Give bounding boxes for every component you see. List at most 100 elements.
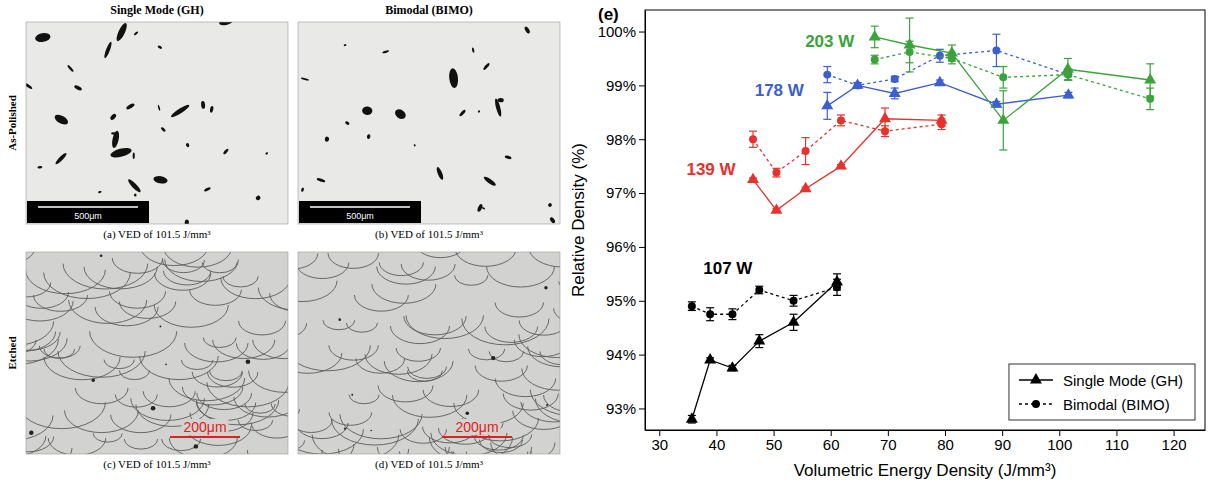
error-bar: [992, 34, 1000, 66]
error-bar: [772, 168, 780, 177]
pore: [382, 50, 389, 54]
data-point: [688, 302, 696, 310]
melt-pool-boundary: [346, 323, 377, 332]
data-point: [1144, 73, 1156, 83]
error-bar: [802, 138, 810, 165]
data-point: [854, 81, 862, 89]
pore: [459, 109, 467, 117]
error-bar-cap: [992, 34, 1000, 35]
melt-pool-boundary: [354, 295, 408, 311]
melt-pool-boundary: [365, 354, 432, 374]
pore: [29, 430, 33, 434]
melt-pool-boundary: [298, 345, 370, 371]
melt-pool-boundary: [298, 254, 318, 270]
panel-caption: (b) VED of 101.5 J/mm³: [375, 228, 484, 241]
melt-pool-boundary: [392, 395, 466, 417]
error-bar-cap: [999, 87, 1007, 88]
error-bar-cap: [1064, 69, 1072, 70]
melt-pool-boundary: [514, 340, 560, 357]
melt-pool-boundary: [485, 327, 538, 343]
error-bar: [1064, 58, 1072, 80]
error-bar-cap: [790, 330, 798, 331]
error-bar: [749, 131, 757, 147]
data-point: [704, 353, 716, 363]
x-tick-label: 120: [1162, 436, 1187, 453]
data-point: [772, 169, 780, 177]
melt-pool-boundary: [462, 319, 549, 345]
x-tick-label: 30: [651, 436, 668, 453]
pore: [53, 113, 70, 127]
pore: [157, 45, 162, 50]
data-point: [837, 116, 845, 124]
melt-pool-boundary: [44, 273, 131, 299]
pore: [351, 394, 353, 396]
column-head: Single Mode (GH): [110, 3, 203, 17]
pore: [483, 175, 497, 187]
melt-pool-boundary: [26, 340, 36, 354]
pore: [185, 143, 190, 148]
pore: [34, 32, 51, 43]
figure: Single Mode (GH)Bimodal (BIMO)As-Polishe…: [0, 0, 1217, 487]
melt-pool-boundary: [377, 447, 449, 454]
micrograph-frame: [298, 22, 560, 224]
error-bar: [706, 308, 714, 321]
melt-pool-boundary: [90, 331, 177, 357]
pore: [201, 101, 206, 109]
x-tick-label: 60: [823, 436, 840, 453]
melt-pool-boundary: [298, 353, 342, 373]
data-point: [999, 73, 1007, 81]
pore: [301, 187, 305, 192]
pore: [219, 22, 233, 26]
melt-pool-boundary: [377, 267, 436, 285]
data-point: [706, 310, 714, 318]
y-axis-title: Relative Density (%): [569, 143, 588, 297]
melt-pool-boundary: [522, 368, 560, 390]
error-bar-cap: [948, 44, 956, 45]
data-point: [938, 120, 946, 128]
scale-bar-label: 200μm: [183, 419, 226, 435]
melt-pool-boundary: [455, 252, 516, 266]
pore: [491, 356, 495, 360]
series-line: [692, 282, 837, 419]
error-bar-cap: [906, 41, 914, 42]
error-bar-cap: [706, 307, 714, 308]
pore: [546, 404, 548, 406]
melt-pool-boundary: [203, 338, 236, 348]
melt-pool-boundary: [165, 259, 239, 281]
pore: [483, 62, 491, 70]
melt-pool-boundary: [163, 252, 231, 267]
error-bar-cap: [999, 90, 1007, 91]
y-tick: 96%: [606, 238, 645, 255]
error-bar-cap: [1064, 69, 1072, 70]
micrograph-ground: [26, 252, 288, 454]
error-bar-cap: [881, 107, 889, 108]
melt-pool-boundary: [163, 260, 205, 273]
melt-pool-boundary: [84, 267, 157, 289]
melt-pool-boundary: [223, 276, 258, 287]
pore: [448, 68, 459, 89]
melt-pool-boundary: [124, 439, 157, 449]
melt-pool-boundary: [372, 284, 436, 303]
series-line: [827, 83, 1068, 106]
pore: [134, 193, 137, 196]
error-bar: [1146, 88, 1154, 110]
melt-pool-boundary: [258, 288, 288, 310]
y-tick-mark: [639, 408, 645, 409]
data-point: [755, 286, 763, 294]
error-bar: [938, 119, 946, 130]
melt-pool-boundary: [169, 378, 245, 401]
error-bar: [728, 309, 736, 320]
pore: [547, 202, 552, 207]
melt-pool-boundary: [39, 346, 80, 358]
pore: [98, 191, 102, 194]
pore: [92, 379, 95, 382]
data-point: [823, 71, 831, 79]
x-tick-label: 70: [880, 436, 897, 453]
pore: [435, 166, 444, 180]
error-bar-cap: [999, 149, 1007, 150]
melt-pool-boundary: [245, 404, 275, 413]
error-bar-cap: [871, 26, 879, 27]
melt-pool-boundary: [455, 275, 488, 285]
error-bar-cap: [906, 71, 914, 72]
pore: [477, 203, 484, 212]
